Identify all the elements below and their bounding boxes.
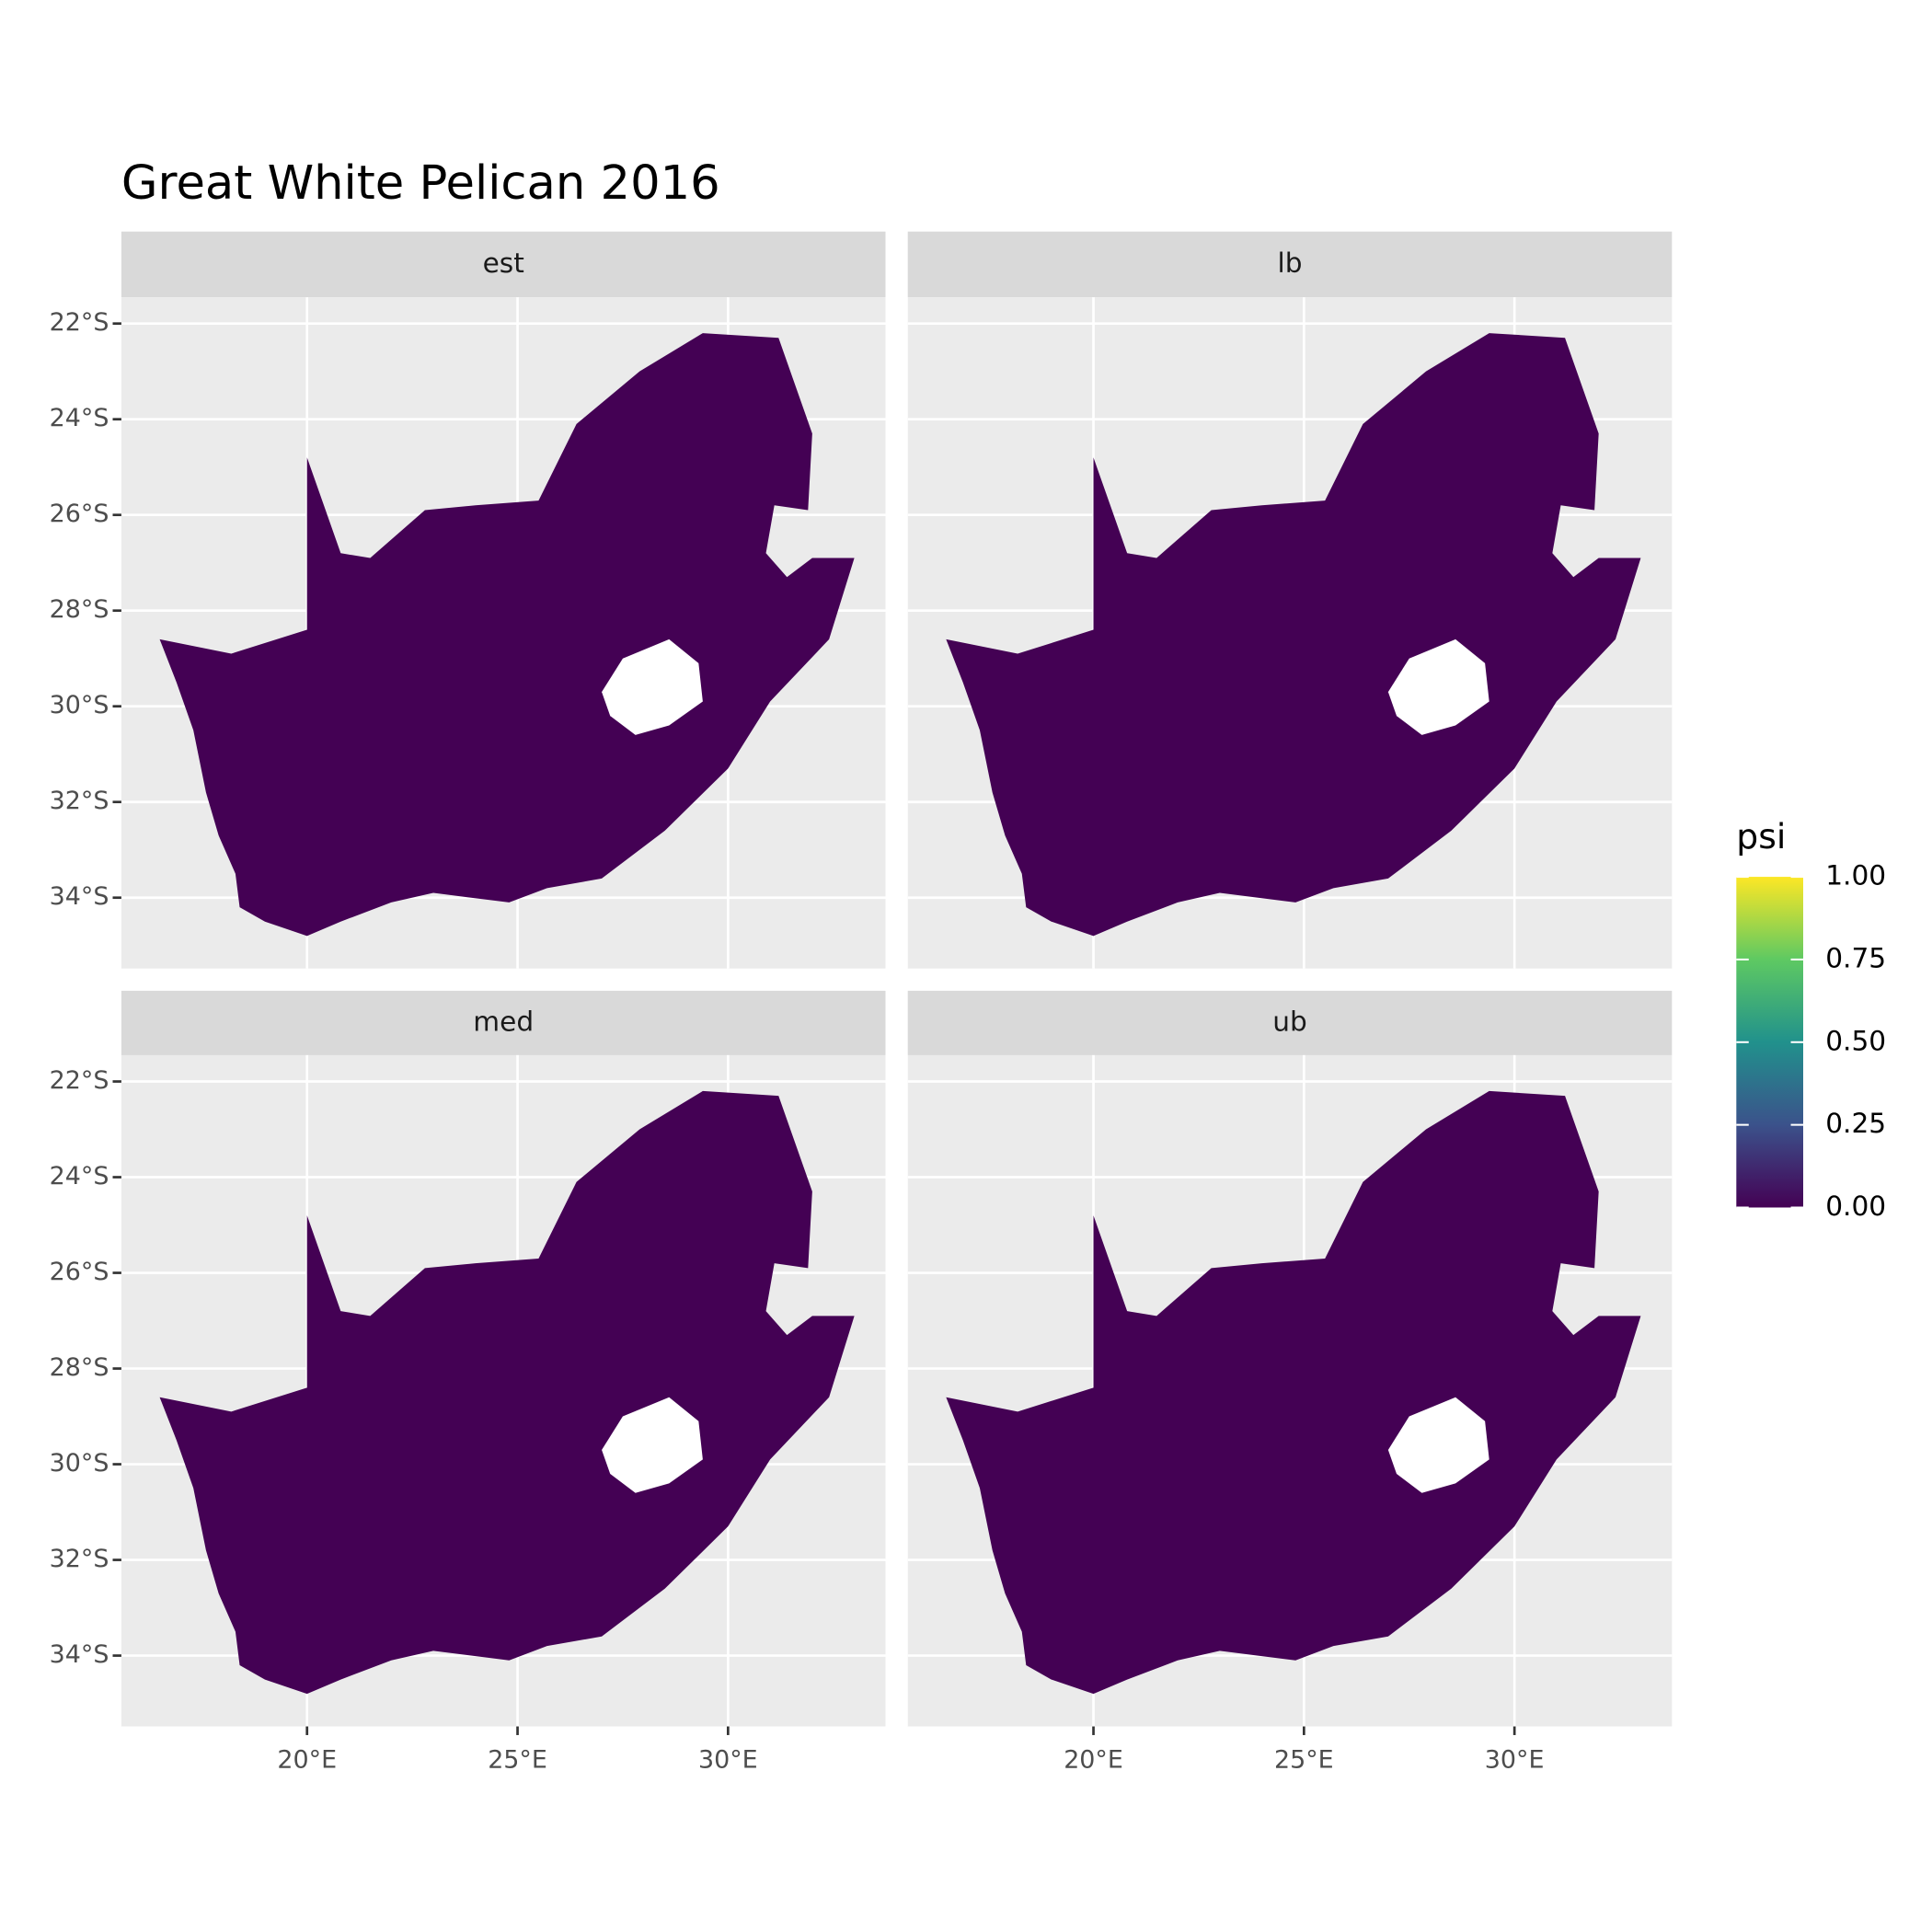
- legend-tick-label: 0.25: [1825, 1108, 1886, 1139]
- region: [946, 1090, 1641, 1695]
- x-tick-label: 30°E: [698, 1746, 758, 1775]
- x-tick-label: 25°E: [488, 1746, 547, 1775]
- no-data-region: [602, 1397, 703, 1493]
- legend-tick-label: 0.00: [1825, 1190, 1886, 1222]
- y-tick-label: 30°S: [50, 1449, 109, 1478]
- chart-title: Great White Pelican 2016: [121, 156, 720, 211]
- y-tick-label: 24°S: [50, 1162, 109, 1190]
- legend-tick-label: 1.00: [1825, 860, 1886, 891]
- region: [946, 333, 1641, 937]
- strip: [907, 231, 1673, 298]
- x-tick-label: 25°E: [1274, 1746, 1334, 1775]
- y-tick-label: 22°S: [50, 1066, 109, 1095]
- strip-label: est: [483, 247, 524, 279]
- x-tick-label: 30°E: [1485, 1746, 1545, 1775]
- no-data-region: [602, 638, 703, 735]
- y-tick-label: 34°S: [50, 882, 109, 911]
- strip-label: med: [473, 1006, 534, 1037]
- x-tick-label: 20°E: [277, 1746, 337, 1775]
- y-tick-label: 28°S: [50, 595, 109, 624]
- y-tick-label: 22°S: [50, 308, 109, 337]
- no-data-region: [1387, 1397, 1489, 1493]
- legend-tick-label: 0.75: [1825, 942, 1886, 973]
- y-tick-label: 26°S: [50, 500, 109, 528]
- y-tick-label: 32°S: [50, 1545, 109, 1573]
- legend-tick-label: 0.50: [1825, 1025, 1886, 1056]
- y-tick-label: 28°S: [50, 1353, 109, 1382]
- y-tick-label: 24°S: [50, 404, 109, 432]
- region: [159, 333, 855, 937]
- legend-title: psi: [1736, 816, 1786, 857]
- strip: [121, 231, 886, 298]
- y-tick-label: 26°S: [50, 1258, 109, 1286]
- strip: [121, 990, 886, 1055]
- y-tick-label: 30°S: [50, 691, 109, 719]
- y-tick-label: 32°S: [50, 787, 109, 815]
- strip: [907, 990, 1673, 1055]
- x-tick-label: 20°E: [1064, 1746, 1123, 1775]
- region: [159, 1090, 855, 1695]
- no-data-region: [1387, 638, 1489, 735]
- strip-label: lb: [1278, 247, 1303, 279]
- y-tick-label: 34°S: [50, 1640, 109, 1669]
- strip-label: ub: [1272, 1006, 1307, 1037]
